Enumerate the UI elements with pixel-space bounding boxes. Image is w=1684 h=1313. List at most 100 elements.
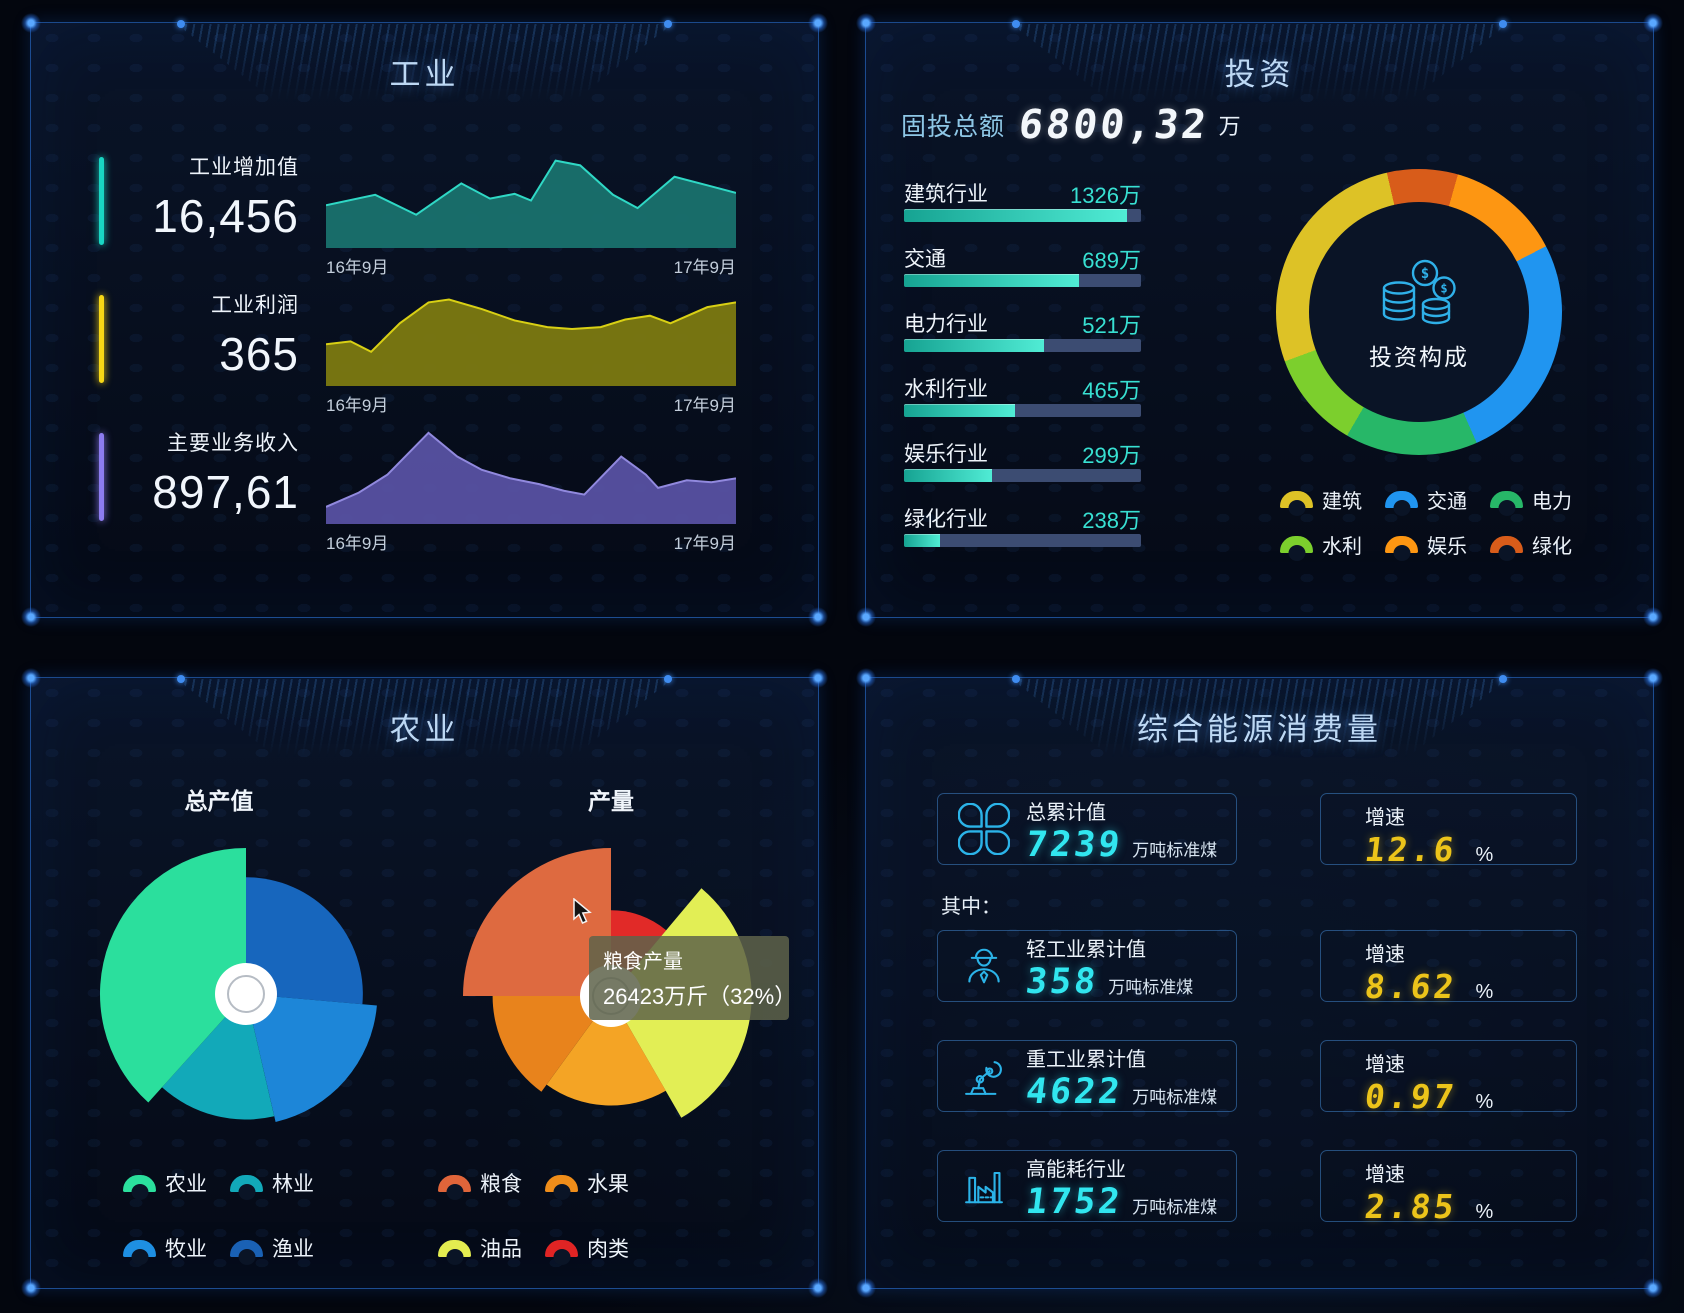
clover-icon: [958, 803, 1010, 855]
pie-wedge-水果[interactable]: [546, 996, 666, 1106]
output-value-legend-item[interactable]: 牧业: [123, 1233, 230, 1263]
metric-area-chart[interactable]: 16年9月 17年9月: [326, 153, 736, 277]
panel-title-investment: 投资: [1224, 57, 1295, 92]
metric-value: 897,61: [152, 466, 299, 518]
metric-area-chart[interactable]: 16年9月 17年9月: [326, 429, 736, 553]
investment-legend-item[interactable]: 交通: [1385, 485, 1490, 514]
panel-energy: 综合能源消费量 总累计值 7239 万吨标准煤 增速 12.6 % 其中：: [856, 668, 1663, 1298]
investment-donut-chart[interactable]: [1276, 169, 1562, 455]
edge-dot: [1011, 20, 1020, 28]
legend-label: 绿化: [1532, 536, 1572, 558]
bar-track: [904, 274, 1141, 287]
rate-unit: %: [1475, 981, 1494, 1003]
investment-bar-row[interactable]: 水利行业 465万: [904, 358, 1141, 423]
pie-wedge-林业[interactable]: [162, 994, 275, 1120]
total-unit: 万: [1218, 114, 1241, 139]
pie-wedge-粮食[interactable]: [463, 848, 611, 996]
legend-fan-icon: [123, 1239, 156, 1257]
investment-legend-item[interactable]: 娱乐: [1385, 530, 1490, 559]
rate-label: 增速: [1365, 807, 1405, 829]
corner-glow-dot: [21, 607, 41, 627]
investment-bar-row[interactable]: 电力行业 521万: [904, 293, 1141, 358]
area-stroke: [326, 300, 736, 352]
legend-fan-icon: [1490, 536, 1523, 553]
fixed-investment-total: 固投总额 6800,32 万: [901, 102, 1241, 148]
rate-value: 8.62: [1362, 967, 1459, 1006]
mouse-cursor: [573, 898, 592, 924]
output-value-legend-item[interactable]: 林业: [230, 1168, 337, 1198]
legend-label: 牧业: [165, 1238, 207, 1261]
stat-label: 重工业累计值: [1026, 1048, 1146, 1071]
bar-fill: [904, 209, 1127, 222]
legend-fan-icon: [438, 1174, 471, 1192]
output-value-legend: 农业 林业牧业 渔业: [123, 1168, 337, 1263]
legend-label: 林业: [272, 1173, 314, 1196]
energy-high-consumption-box: 高能耗行业 1752 万吨标准煤: [937, 1150, 1237, 1222]
stat-unit: 万吨标准煤: [1132, 840, 1218, 860]
bar-label: 绿化行业: [904, 508, 988, 531]
pie-wedge-粮食[interactable]: [492, 996, 611, 1092]
panel-title-industry: 工业: [389, 57, 460, 92]
x-tick-end: 17年9月: [673, 396, 736, 415]
investment-bar-chart: 建筑行业 1326万 交通 689万 电力行业 521万 水利行业 465万 娱乐行业 299万绿…: [904, 163, 1141, 553]
pie-wedge-牧业[interactable]: [246, 994, 377, 1122]
metric-value: 16,456: [152, 190, 299, 242]
legend-fan-icon: [123, 1174, 156, 1192]
investment-legend-item[interactable]: 电力: [1490, 485, 1595, 514]
edge-dot: [664, 675, 673, 683]
output-value-rose-pie[interactable]: [86, 834, 406, 1154]
investment-legend-item[interactable]: 建筑: [1280, 485, 1385, 514]
corner-glow-dot: [856, 668, 876, 688]
corner-glow-dot: [856, 1278, 876, 1298]
legend-fan-icon: [438, 1239, 471, 1257]
investment-bar-row[interactable]: 绿化行业 238万: [904, 488, 1141, 553]
metric-text-block: 工业利润 365: [117, 289, 299, 381]
energy-rate-box: 增速 2.85 %: [1320, 1150, 1577, 1226]
legend-label: 粮食: [480, 1173, 522, 1196]
edge-dot: [176, 20, 185, 28]
metric-accent-bar: [99, 295, 104, 383]
chart-tooltip: 粮食产量 26423万斤（32%）: [589, 936, 797, 1020]
investment-bar-row[interactable]: 娱乐行业 299万: [904, 423, 1141, 488]
bar-value: 689万: [1082, 248, 1141, 273]
corner-glow-dot: [21, 668, 41, 688]
stat-label: 轻工业累计值: [1026, 938, 1146, 961]
corner-glow-dot: [856, 607, 876, 627]
energy-total-box: 总累计值 7239 万吨标准煤: [937, 793, 1237, 865]
investment-legend-item[interactable]: 绿化: [1490, 530, 1595, 559]
corner-glow-dot: [1643, 607, 1663, 627]
investment-bar-row[interactable]: 建筑行业 1326万: [904, 163, 1141, 228]
energy-light-industry-box: 轻工业累计值 358 万吨标准煤: [937, 930, 1237, 1002]
investment-bar-row[interactable]: 交通 689万: [904, 228, 1141, 293]
output-value-legend-item[interactable]: 渔业: [230, 1233, 337, 1263]
bar-label: 娱乐行业: [904, 443, 988, 466]
stat-label: 总累计值: [1026, 801, 1106, 824]
rate-unit: %: [1475, 844, 1494, 866]
pie-wedge-农业[interactable]: [99, 848, 246, 1103]
production-legend-item[interactable]: 水果: [545, 1168, 652, 1198]
bar-label: 交通: [904, 248, 946, 271]
edge-dot: [1499, 675, 1508, 683]
panel-title-energy: 综合能源消费量: [1137, 712, 1382, 747]
bar-track: [904, 469, 1141, 482]
investment-legend-item[interactable]: 水利: [1280, 530, 1385, 559]
production-legend-item[interactable]: 肉类: [545, 1233, 652, 1263]
production-legend-item[interactable]: 粮食: [438, 1168, 545, 1198]
output-value-legend-item[interactable]: 农业: [123, 1168, 230, 1198]
legend-fan-icon: [230, 1174, 263, 1192]
edge-dot: [664, 20, 673, 28]
rate-value: 12.6: [1362, 830, 1459, 869]
stat-unit: 万吨标准煤: [1132, 1087, 1218, 1107]
rate-label: 增速: [1365, 1164, 1405, 1186]
corner-glow-dot: [808, 607, 828, 627]
bar-value: 465万: [1082, 378, 1141, 403]
legend-label: 肉类: [587, 1238, 629, 1261]
total-label: 固投总额: [901, 113, 1006, 141]
tooltip-value: 26423万斤（32%）: [603, 984, 797, 1009]
pie-wedge-渔业[interactable]: [246, 877, 363, 1005]
production-legend-item[interactable]: 油品: [438, 1233, 545, 1263]
panel-industry: 工业 工业增加值 16,456 16年9月 17年9月 工业利润 365 16年9月 17年9…: [21, 13, 828, 627]
stat-label: 高能耗行业: [1026, 1158, 1126, 1181]
legend-label: 娱乐: [1427, 536, 1467, 558]
metric-area-chart[interactable]: 16年9月 17年9月: [326, 291, 736, 415]
